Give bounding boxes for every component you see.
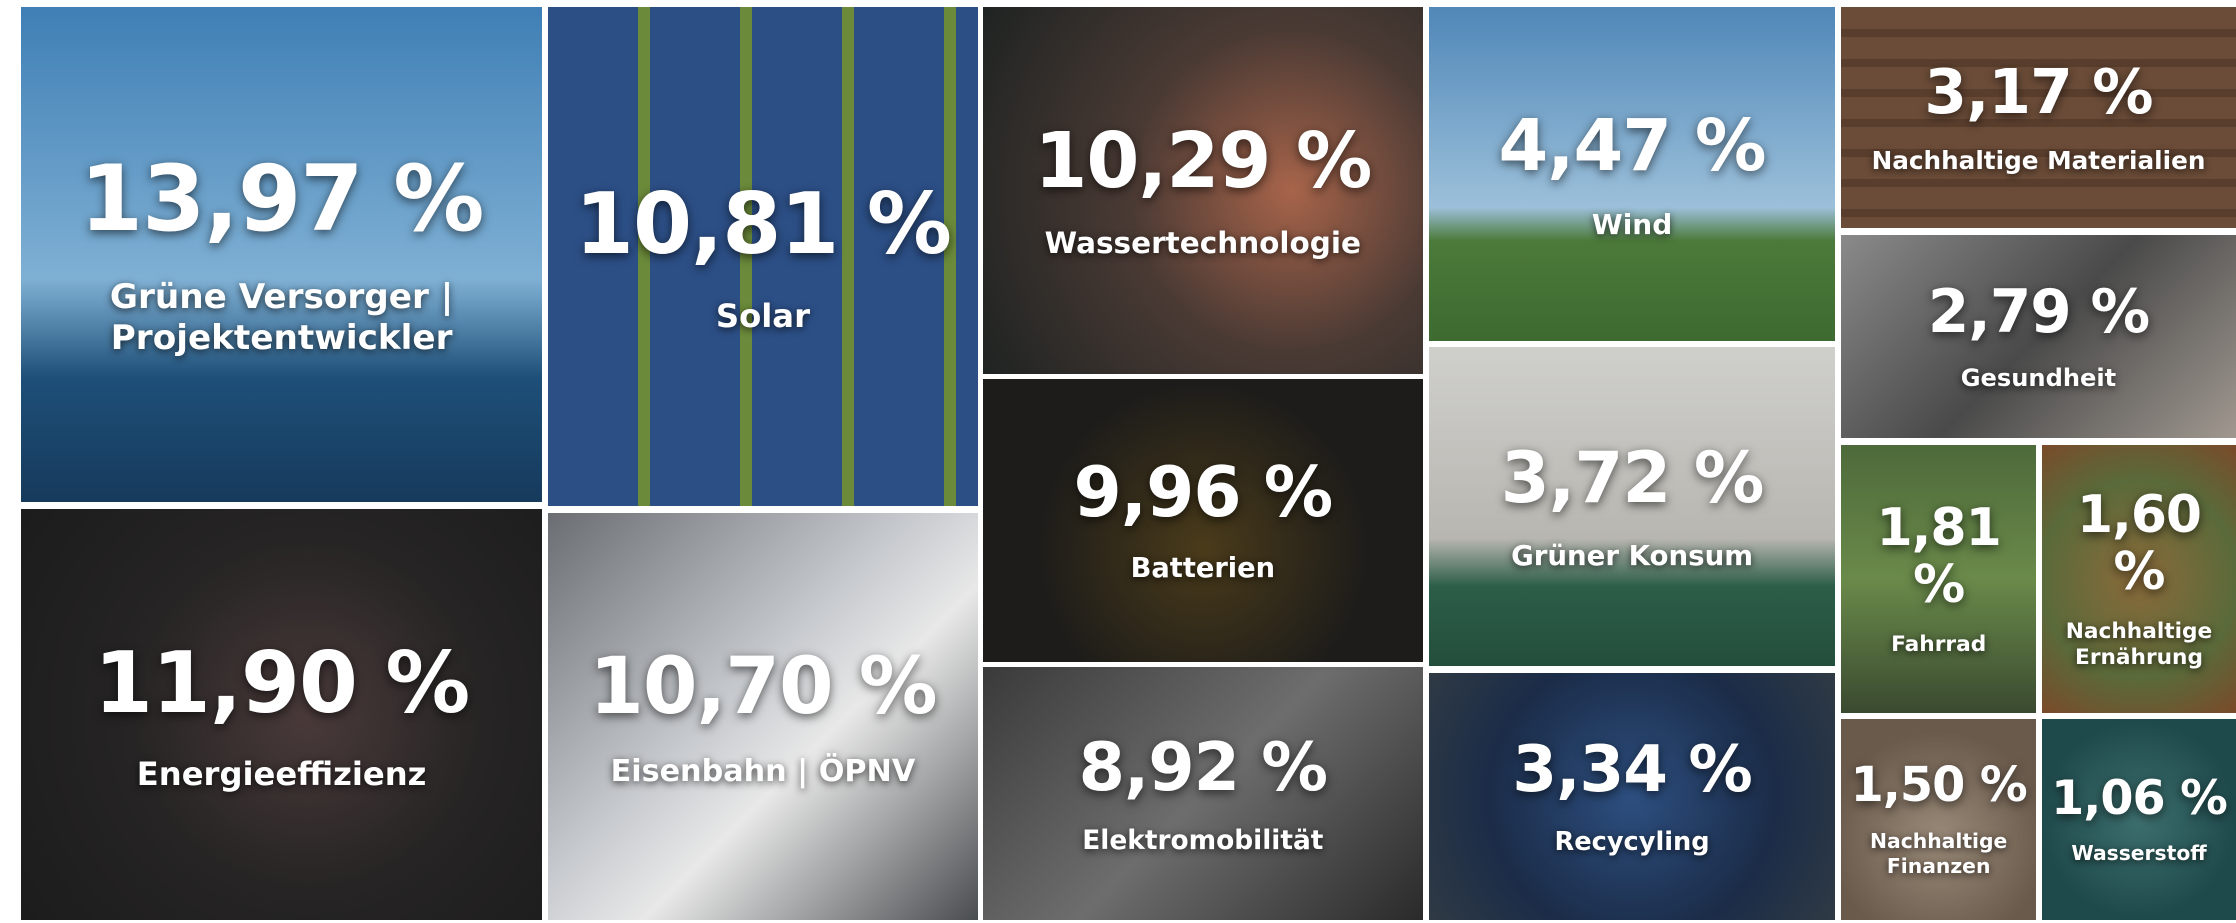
category-label: Nachhaltige Materialien — [1872, 146, 2206, 176]
category-label: Fahrrad — [1891, 632, 1986, 658]
tile: 3,34 % Recycyling — [1429, 673, 1835, 920]
tile: 10,81 % Solar — [548, 7, 979, 506]
value-label: 3,72 % — [1501, 440, 1764, 517]
tile: 9,96 % Batterien — [983, 379, 1424, 661]
category-label: Elektromobilität — [1082, 825, 1323, 857]
category-label: Gesundheit — [1961, 364, 2116, 393]
category-label: Eisenbahn | ÖPNV — [611, 754, 916, 790]
value-label: 1,81 % — [1849, 500, 2028, 614]
tile: 1,06 % Wasserstoff — [2042, 719, 2236, 920]
tile: 1,81 % Fahrrad — [1841, 445, 2036, 713]
tile: 13,97 % Grüne Versorger | Projektentwickl… — [21, 7, 541, 502]
value-label: 8,92 % — [1079, 731, 1327, 804]
value-label: 11,90 % — [94, 636, 469, 729]
category-label: Batterien — [1131, 553, 1275, 586]
category-label: Energieeffizienz — [137, 755, 427, 794]
value-label: 2,79 % — [1928, 280, 2149, 346]
value-label: 9,96 % — [1074, 455, 1333, 531]
tile: 4,47 % Wind — [1429, 7, 1835, 341]
value-label: 10,70 % — [589, 643, 936, 729]
tile: 1,60 % Nachhaltige Ernährung — [2042, 445, 2236, 713]
value-label: 10,81 % — [575, 178, 951, 271]
tile: 10,29 % Wassertechnologie — [983, 7, 1424, 373]
category-label: Nachhaltige Finanzen — [1849, 829, 2028, 878]
tile: 3,72 % Grüner Konsum — [1429, 347, 1835, 666]
category-label: Grüne Versorger | Projektentwickler — [29, 277, 533, 359]
value-label: 1,06 % — [2051, 773, 2227, 825]
category-label: Wind — [1592, 208, 1672, 242]
tile: 11,90 % Energieeffizienz — [21, 509, 541, 920]
tile: 10,70 % Eisenbahn | ÖPNV — [548, 513, 979, 919]
tile: 2,79 % Gesundheit — [1841, 235, 2236, 437]
value-label: 1,60 % — [2050, 487, 2228, 601]
value-label: 3,34 % — [1512, 735, 1751, 806]
category-label: Solar — [716, 297, 810, 336]
category-label: Recycyling — [1554, 827, 1709, 858]
treemap: 13,97 % Grüne Versorger | Projektentwickl… — [0, 0, 2236, 923]
value-label: 13,97 % — [80, 150, 484, 250]
value-label: 3,17 % — [1924, 59, 2152, 126]
value-label: 10,29 % — [1034, 119, 1371, 203]
category-label: Nachhaltige Ernährung — [2050, 619, 2228, 671]
category-label: Grüner Konsum — [1511, 539, 1753, 572]
value-label: 4,47 % — [1499, 107, 1766, 186]
tile: 3,17 % Nachhaltige Materialien — [1841, 7, 2236, 228]
tile: 1,50 % Nachhaltige Finanzen — [1841, 719, 2036, 920]
value-label: 1,50 % — [1851, 760, 2027, 812]
category-label: Wassertechnologie — [1045, 226, 1361, 261]
tile: 8,92 % Elektromobilität — [983, 667, 1424, 919]
category-label: Wasserstoff — [2071, 841, 2206, 865]
